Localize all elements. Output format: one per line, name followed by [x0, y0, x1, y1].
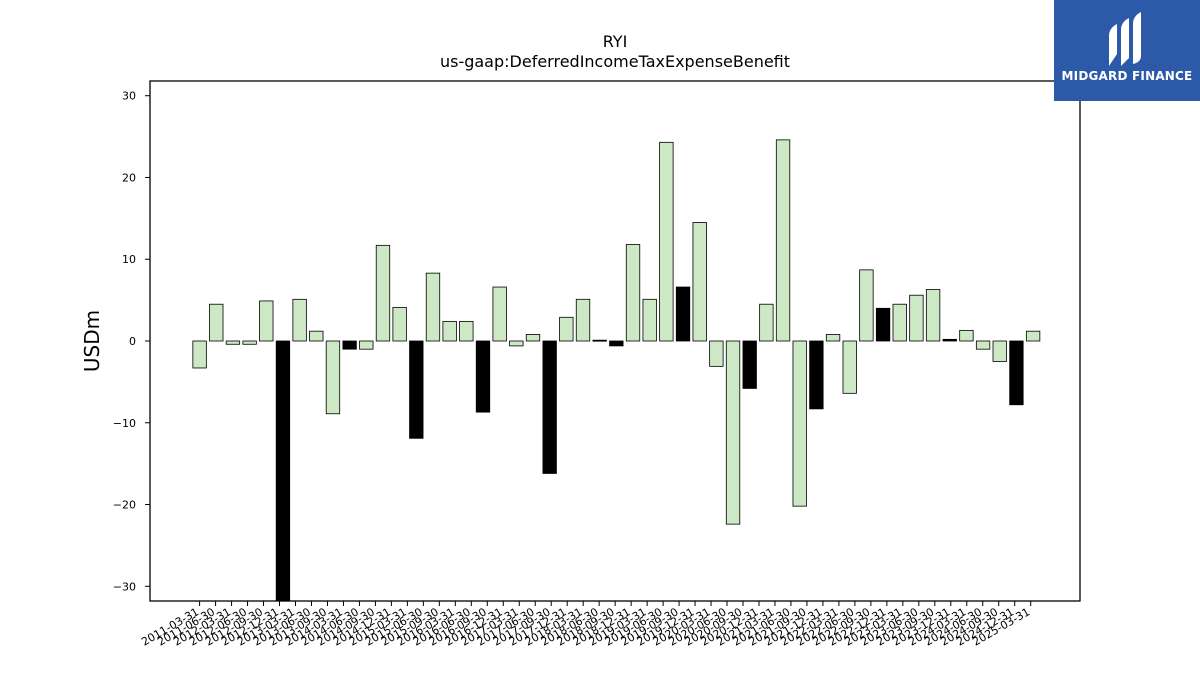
bar — [492, 286, 507, 342]
bar — [909, 294, 924, 342]
bar — [892, 303, 907, 342]
y-tick-label: 0 — [129, 335, 136, 348]
bar — [209, 303, 224, 342]
y-tick-label: 30 — [122, 90, 136, 103]
bar — [592, 339, 607, 342]
bar — [975, 340, 991, 350]
bar — [742, 340, 757, 389]
bar — [992, 340, 1007, 362]
bar — [825, 334, 841, 342]
bar — [542, 340, 557, 474]
bar — [675, 286, 691, 342]
bar — [575, 298, 591, 342]
y-tick-label: 10 — [122, 253, 136, 266]
bar — [725, 340, 741, 525]
y-tick-label: −20 — [113, 499, 136, 512]
bar — [242, 340, 257, 345]
y-axis: 30 20 10 0 −10 −20 −30 — [113, 90, 150, 593]
bar — [342, 340, 357, 350]
bar — [375, 244, 391, 342]
bar — [775, 139, 791, 342]
bar — [442, 320, 457, 342]
bar — [642, 298, 657, 342]
bar — [1009, 340, 1024, 406]
y-axis-label: USDm — [80, 310, 104, 372]
bar — [625, 244, 641, 342]
bar — [392, 307, 407, 342]
bar — [225, 340, 241, 345]
bar — [792, 340, 807, 507]
bar — [425, 272, 441, 342]
bar — [525, 334, 541, 342]
bar — [559, 316, 574, 342]
bar — [292, 298, 307, 342]
bar — [309, 330, 324, 342]
bar — [709, 340, 724, 367]
bar — [859, 269, 874, 342]
bar — [459, 320, 474, 342]
bar — [942, 338, 957, 342]
bar — [409, 340, 424, 439]
bar — [325, 340, 341, 415]
bar — [809, 340, 824, 410]
bar — [509, 340, 524, 347]
x-axis: 2011-03-312011-06-302012-03-312012-06-30… — [139, 601, 1032, 649]
y-tick-label: −30 — [113, 580, 136, 593]
bar — [609, 340, 624, 347]
chart-subtitle: us-gaap:DeferredIncomeTaxExpenseBenefit — [439, 52, 791, 71]
bar — [359, 340, 374, 350]
bar — [275, 340, 291, 602]
bar — [475, 340, 491, 413]
bar — [692, 222, 707, 342]
bar — [842, 340, 857, 394]
bar — [759, 303, 774, 342]
chart-title: RYI — [602, 32, 628, 51]
bar — [192, 340, 207, 369]
bar — [259, 300, 274, 342]
bar — [659, 141, 674, 342]
bars-group — [192, 139, 1041, 602]
y-tick-label: −10 — [113, 417, 136, 430]
bar — [959, 329, 974, 342]
brand-name: MIDGARD FINANCE — [1061, 69, 1193, 83]
y-tick-label: 20 — [122, 171, 136, 184]
brand-logo: MIDGARD FINANCE — [1054, 0, 1200, 101]
logo-mark-icon — [1109, 12, 1141, 66]
bar — [925, 289, 941, 342]
bar — [875, 307, 891, 342]
bar — [1025, 330, 1041, 342]
